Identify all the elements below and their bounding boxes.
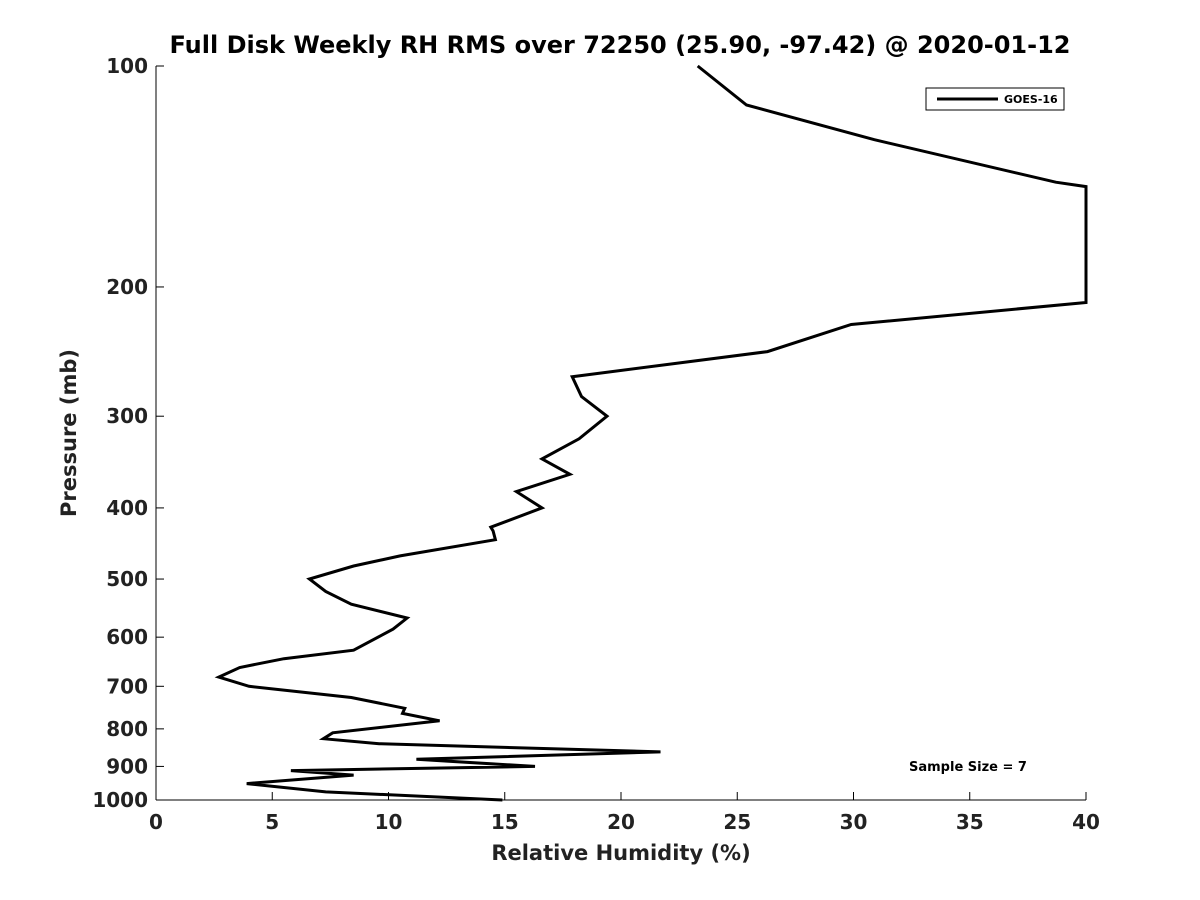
x-tick-label: 20 <box>607 810 635 834</box>
y-tick-label: 200 <box>106 275 148 299</box>
y-tick-label: 900 <box>106 754 148 778</box>
x-tick-label: 5 <box>265 810 279 834</box>
x-tick-label: 25 <box>723 810 751 834</box>
y-tick-label: 700 <box>106 674 148 698</box>
series-line-goes-16 <box>214 64 1088 802</box>
y-tick-label: 500 <box>106 567 148 591</box>
legend-label: GOES-16 <box>1004 93 1058 106</box>
y-tick-label: 400 <box>106 496 148 520</box>
x-tick-label: 10 <box>375 810 403 834</box>
y-tick-label: 300 <box>106 404 148 428</box>
x-tick-label: 0 <box>149 810 163 834</box>
x-tick-label: 35 <box>956 810 984 834</box>
x-axis-ticks: 0 5 10 15 20 25 30 35 40 <box>149 792 1100 834</box>
legend: GOES-16 <box>925 87 1065 111</box>
plot-area <box>214 64 1088 802</box>
y-tick-label: 800 <box>106 717 148 741</box>
y-axis-ticks: 100 200 300 400 500 600 700 800 900 1000 <box>92 54 164 812</box>
y-tick-label: 600 <box>106 625 148 649</box>
chart-title: Full Disk Weekly RH RMS over 72250 (25.9… <box>169 31 1070 59</box>
x-tick-label: 40 <box>1072 810 1100 834</box>
sample-size-annotation: Sample Size = 7 <box>909 760 1027 775</box>
x-tick-label: 30 <box>840 810 868 834</box>
y-tick-label: 100 <box>106 54 148 78</box>
x-axis-label: Relative Humidity (%) <box>491 841 750 865</box>
y-tick-label: 1000 <box>92 788 148 812</box>
y-axis-label: Pressure (mb) <box>57 349 81 517</box>
x-tick-label: 15 <box>491 810 519 834</box>
